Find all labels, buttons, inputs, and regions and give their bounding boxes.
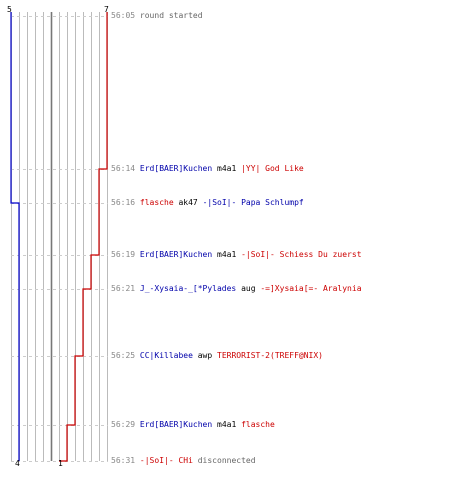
event-row: 56:25 CC|Killabee awp TERRORIST-2(TREFF@… [111, 351, 323, 361]
event-part: flasche [139, 198, 174, 207]
event-row: 56:19 Erd[BAER]Kuchen m4a1 -|SoI|- Schie… [111, 250, 362, 260]
event-time: 56:05 [111, 11, 136, 20]
event-part: ak47 [178, 198, 198, 207]
event-part: flasche [241, 420, 275, 429]
event-row: 56:05 round started [111, 11, 203, 21]
event-part: aug [241, 284, 256, 293]
event-part: TERRORIST-2(TREFF@NIX) [217, 351, 323, 360]
event-part: -|SoI|- Schiess Du zuerst [241, 250, 362, 259]
event-part: Erd[BAER]Kuchen [139, 164, 213, 173]
event-row: 56:14 Erd[BAER]Kuchen m4a1 |YY| God Like [111, 164, 304, 174]
event-part: m4a1 [217, 420, 237, 429]
event-part: |YY| God Like [241, 164, 304, 173]
event-row: 56:16 flasche ak47 -|SoI|- Papa Schlumpf [111, 198, 304, 208]
event-part: -|SoI|- CHi [139, 456, 193, 465]
event-time: 56:19 [111, 250, 136, 259]
event-row: 56:21 J_-Xysaia-_[*Pylades aug -=]Xysaia… [111, 284, 362, 294]
event-part: -=]Xysaia[=- Aralynia [260, 284, 362, 293]
event-part: awp [197, 351, 213, 360]
event-time: 56:31 [111, 456, 136, 465]
blue-team-end-count: 4 [15, 459, 20, 468]
event-part: Erd[BAER]Kuchen [139, 420, 213, 429]
event-time: 56:29 [111, 420, 136, 429]
event-part: CC|Killabee [139, 351, 193, 360]
event-part: disconnected [197, 456, 256, 465]
event-part: Erd[BAER]Kuchen [139, 250, 213, 259]
red-team-start-count: 7 [104, 5, 109, 14]
event-part: m4a1 [217, 250, 237, 259]
event-part: round started [139, 11, 203, 20]
event-time: 56:25 [111, 351, 136, 360]
event-time: 56:16 [111, 198, 136, 207]
blue-team-step-line [10, 12, 20, 461]
event-part: -|SoI|- Papa Schlumpf [202, 198, 304, 207]
event-time: 56:14 [111, 164, 136, 173]
red-team-step-line [59, 12, 108, 462]
event-part: m4a1 [217, 164, 237, 173]
blue-team-start-count: 5 [7, 5, 12, 14]
red-team-end-count: 1 [58, 459, 63, 468]
event-row: 56:29 Erd[BAER]Kuchen m4a1 flasche [111, 420, 275, 430]
event-part: J_-Xysaia-_[*Pylades [139, 284, 237, 293]
event-time: 56:21 [111, 284, 136, 293]
event-row: 56:31 -|SoI|- CHi disconnected [111, 456, 256, 466]
